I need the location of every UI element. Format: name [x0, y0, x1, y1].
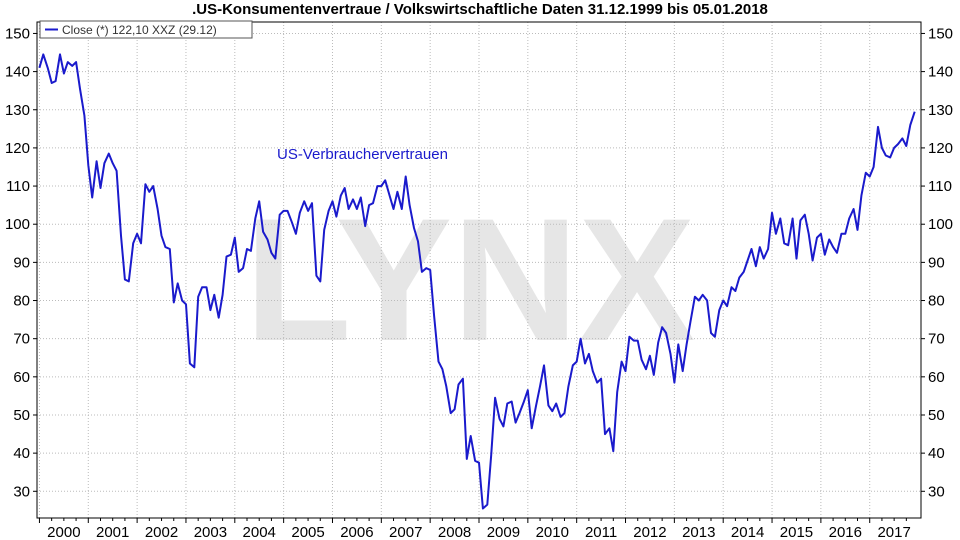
y-tick-label-right: 140 [928, 64, 953, 81]
y-tick-label-left: 70 [13, 331, 30, 348]
y-tick-label-right: 30 [928, 483, 945, 500]
y-tick-label-left: 140 [5, 64, 30, 81]
y-tick-label-left: 90 [13, 254, 30, 271]
y-tick-label-right: 60 [928, 369, 945, 386]
series-line-close [38, 53, 916, 510]
x-tick-label: 2005 [291, 524, 324, 540]
y-tick-label-right: 150 [928, 25, 953, 42]
chart-annotation: US-Verbrauchervertrauen [277, 146, 448, 163]
x-tick-label: 2017 [877, 524, 910, 540]
x-tick-label: 2003 [194, 524, 227, 540]
x-tick-label: 2001 [96, 524, 129, 540]
x-tick-label: 2002 [145, 524, 178, 540]
legend-box [39, 20, 253, 39]
y-tick-label-right: 80 [928, 293, 945, 310]
y-tick-label-left: 30 [13, 483, 30, 500]
y-tick-label-left: 50 [13, 407, 30, 424]
y-tick-label-right: 110 [928, 178, 952, 195]
y-tick-label-left: 110 [6, 178, 30, 195]
y-tick-label-left: 40 [13, 445, 30, 462]
axis-layer: 30 30 40 40 50 50 60 60 70 70 80 80 90 90 100 100 110 110… [5, 25, 953, 540]
x-tick-label: 2009 [487, 524, 520, 540]
y-tick-label-right: 70 [928, 331, 945, 348]
x-tick-label: 2010 [536, 524, 569, 540]
x-tick-label: 2011 [585, 524, 617, 540]
x-tick-label: 2008 [438, 524, 471, 540]
y-tick-label-right: 100 [928, 216, 953, 233]
y-tick-label-left: 80 [13, 293, 30, 310]
y-tick-label-left: 130 [5, 102, 30, 119]
x-tick-label: 2015 [780, 524, 813, 540]
y-tick-label-left: 100 [5, 216, 30, 233]
x-tick-label: 2006 [340, 524, 373, 540]
y-tick-label-right: 120 [928, 140, 953, 157]
legend-label: Close (*) 122,10 XXZ (29.12) [62, 23, 217, 37]
chart-title: .US-Konsumentenvertraue / Volkswirtschaf… [192, 1, 768, 18]
legend: Close (*) 122,10 XXZ (29.12) [39, 20, 253, 39]
y-tick-label-right: 90 [928, 254, 945, 271]
y-tick-label-left: 120 [5, 140, 30, 157]
x-tick-label: 2004 [243, 524, 276, 540]
x-tick-label: 2013 [682, 524, 715, 540]
x-tick-label: 2012 [633, 524, 666, 540]
y-tick-label-right: 50 [928, 407, 945, 424]
y-tick-label-right: 130 [928, 102, 953, 119]
series-layer [38, 53, 916, 510]
y-tick-label-right: 40 [928, 445, 945, 462]
x-tick-label: 2014 [731, 524, 764, 540]
x-tick-label: 2007 [389, 524, 422, 540]
y-tick-label-left: 60 [13, 369, 30, 386]
x-tick-label: 2000 [47, 524, 80, 540]
x-tick-label: 2016 [829, 524, 862, 540]
y-tick-label-left: 150 [5, 25, 30, 42]
